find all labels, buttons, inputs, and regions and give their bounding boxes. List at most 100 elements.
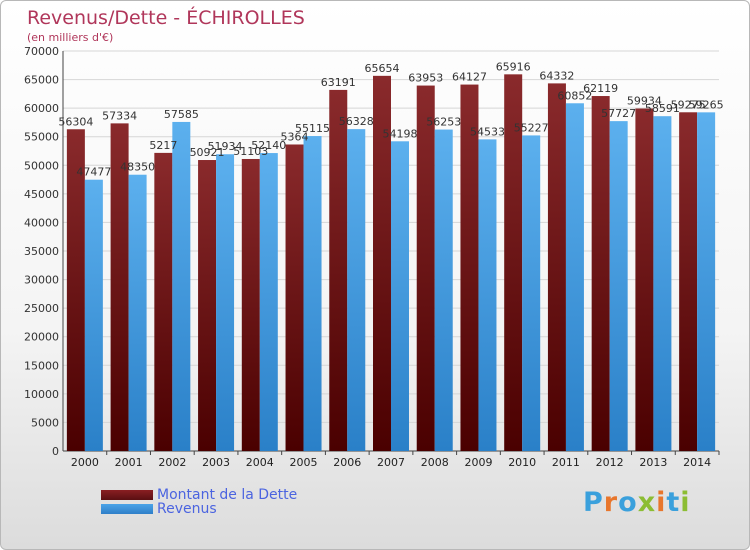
y-tick-label: 35000 xyxy=(24,245,59,258)
bar-dette xyxy=(679,112,698,452)
bar-revenus xyxy=(653,116,672,452)
y-tick-label: 65000 xyxy=(24,74,59,87)
bar-revenus xyxy=(391,141,409,451)
data-label: 52140 xyxy=(251,139,286,152)
logo-letter: P xyxy=(583,487,604,518)
logo-letter: x xyxy=(637,487,657,518)
chart-title: Revenus/Dette - ÉCHIROLLES xyxy=(27,7,305,29)
data-label: 64332 xyxy=(539,69,574,82)
data-label: 59934 xyxy=(627,95,662,108)
bar-dette xyxy=(416,85,435,451)
data-label: 57727 xyxy=(601,107,636,120)
bar-dette xyxy=(154,152,173,451)
bar-dette xyxy=(635,108,654,452)
legend-item-dette: Montant de la Dette xyxy=(101,487,297,503)
data-label: 5364 xyxy=(281,130,309,143)
y-tick-label: 10000 xyxy=(24,388,59,401)
y-tick-label: 30000 xyxy=(24,274,59,287)
data-label: 48350 xyxy=(120,161,155,174)
data-label: 55115 xyxy=(295,122,330,135)
bar-revenus xyxy=(84,179,103,451)
data-label: 59275 xyxy=(671,98,706,111)
logo-letter: i xyxy=(680,487,691,518)
data-label: 63953 xyxy=(408,72,443,85)
data-label: 60852 xyxy=(557,89,592,102)
data-label: 65916 xyxy=(496,60,531,73)
data-label: 56304 xyxy=(58,115,93,128)
data-label: 51103 xyxy=(233,145,268,158)
bar-dette xyxy=(460,84,479,451)
x-tick-label: 2005 xyxy=(290,456,318,469)
y-tick-label: 15000 xyxy=(24,359,59,372)
y-tick-label: 25000 xyxy=(24,302,59,315)
chart-subtitle: (en milliers d'€) xyxy=(27,31,114,44)
y-tick-label: 50000 xyxy=(24,159,59,172)
bar-revenus xyxy=(259,153,278,452)
data-label: 62119 xyxy=(583,82,618,95)
data-label: 54533 xyxy=(470,125,505,138)
y-tick-label: 0 xyxy=(52,445,59,458)
logo-letter: i xyxy=(656,487,667,518)
x-tick-label: 2006 xyxy=(333,456,361,469)
data-label: 56328 xyxy=(339,115,374,128)
x-tick-label: 2003 xyxy=(202,456,230,469)
bar-dette xyxy=(504,74,523,451)
bar-dette xyxy=(591,96,610,451)
data-label: 63191 xyxy=(321,76,356,89)
proxiti-logo: Proxiti xyxy=(583,487,691,518)
x-tick-label: 2010 xyxy=(508,456,536,469)
y-tick-label: 55000 xyxy=(24,131,59,144)
data-label: 56253 xyxy=(426,116,461,129)
bar-dette xyxy=(110,123,129,452)
bar-revenus xyxy=(565,103,584,451)
legend-swatch-dette xyxy=(101,490,153,500)
x-tick-label: 2009 xyxy=(464,456,492,469)
logo-letter: t xyxy=(666,487,681,518)
x-tick-label: 2001 xyxy=(115,456,143,469)
bar-dette xyxy=(198,160,217,451)
x-tick-label: 2012 xyxy=(596,456,624,469)
bar-revenus xyxy=(172,121,191,451)
data-label: 55227 xyxy=(514,121,549,134)
x-tick-label: 2004 xyxy=(246,456,274,469)
x-tick-label: 2013 xyxy=(639,456,667,469)
data-label: 58591 xyxy=(645,102,680,115)
x-tick-label: 2002 xyxy=(158,456,186,469)
bar-revenus xyxy=(609,121,628,451)
bar-dette xyxy=(66,129,85,451)
y-tick-label: 60000 xyxy=(24,102,59,115)
data-label: 47477 xyxy=(76,166,111,179)
data-label: 59265 xyxy=(689,98,724,111)
x-tick-label: 2014 xyxy=(683,456,711,469)
logo-letter: r xyxy=(603,487,619,518)
bar-dette xyxy=(329,89,348,451)
bar-dette xyxy=(241,158,260,452)
bar-revenus xyxy=(522,135,541,451)
data-label: 57585 xyxy=(164,108,199,121)
bar-revenus xyxy=(216,154,235,451)
y-tick-label: 20000 xyxy=(24,331,59,344)
data-label: 54198 xyxy=(383,127,418,140)
bar-revenus xyxy=(303,136,322,452)
bar-dette xyxy=(547,83,566,451)
legend-item-revenus: Revenus xyxy=(101,501,217,517)
x-tick-label: 2007 xyxy=(377,456,405,469)
data-label: 57334 xyxy=(102,109,137,122)
y-tick-label: 45000 xyxy=(24,188,59,201)
x-tick-label: 2000 xyxy=(71,456,99,469)
y-tick-label: 70000 xyxy=(24,45,59,58)
bar-revenus xyxy=(697,112,716,451)
legend-swatch-revenus xyxy=(101,504,153,514)
bar-dette xyxy=(285,144,304,451)
bar-revenus xyxy=(347,129,366,451)
y-tick-label: 5000 xyxy=(31,416,59,429)
logo-letter: o xyxy=(618,487,638,518)
legend-label-dette: Montant de la Dette xyxy=(157,487,298,503)
bar-revenus xyxy=(128,174,147,451)
x-tick-label: 2011 xyxy=(552,456,580,469)
data-label: 51934 xyxy=(208,140,243,153)
bar-dette xyxy=(373,75,391,451)
data-label: 5217 xyxy=(149,139,177,152)
